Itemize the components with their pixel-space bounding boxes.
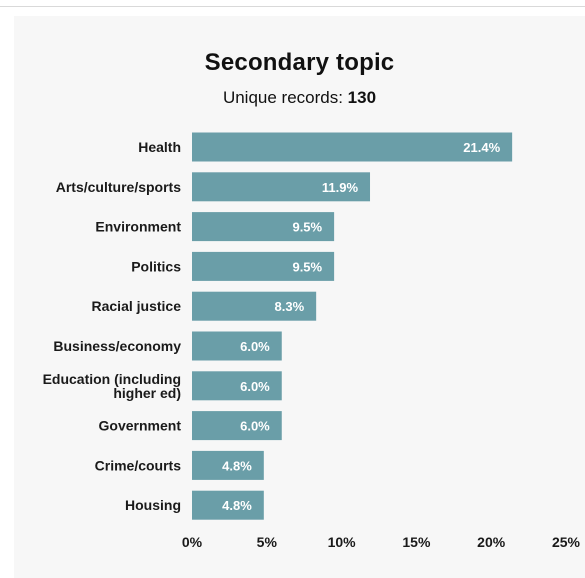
x-tick-label-4: 20% [477, 534, 506, 550]
category-label-7: Government [99, 418, 182, 434]
bar-0 [192, 132, 513, 162]
value-label-4: 8.3% [275, 299, 305, 314]
category-label-9: Housing [125, 497, 181, 513]
x-tick-label-5: 25% [552, 534, 581, 550]
subtitle-label: Unique records: [222, 88, 348, 107]
category-label-0: Health [138, 139, 181, 155]
chart-title: Secondary topic [204, 49, 395, 76]
x-tick-label-0: 0% [182, 534, 203, 550]
record-count: 130 [347, 88, 377, 107]
bar-7 [192, 411, 282, 441]
category-label-8: Crime/courts [95, 457, 182, 473]
chart-panel: Secondary topic Unique records: 130 21.4… [14, 16, 585, 578]
value-label-2: 9.5% [292, 220, 322, 235]
bar-4 [192, 291, 317, 321]
value-label-9: 4.8% [222, 498, 252, 513]
category-label-4: Racial justice [92, 298, 182, 314]
value-label-8: 4.8% [222, 458, 252, 473]
category-label-2: Environment [95, 219, 181, 235]
category-label-1: Arts/culture/sports [56, 179, 181, 195]
bar-chart: 21.4% Health 11.9% Arts/culture/sports 9.5% E… [43, 132, 581, 550]
x-tick-label-1: 5% [257, 534, 278, 550]
value-label-5: 6.0% [240, 339, 270, 354]
x-tick-label-3: 15% [402, 534, 431, 550]
bar-5 [192, 331, 282, 361]
value-label-7: 6.0% [240, 419, 270, 434]
bar-3 [192, 251, 335, 281]
bar-8 [192, 450, 264, 480]
value-label-0: 21.4% [463, 140, 500, 155]
category-label-6: Education (including higher ed) [43, 371, 181, 401]
bar-1 [192, 172, 371, 202]
category-label-3: Politics [131, 258, 181, 274]
bar-2 [192, 212, 335, 242]
value-label-6: 6.0% [240, 379, 270, 394]
top-divider [0, 6, 585, 7]
bar-6 [192, 371, 282, 401]
bar-9 [192, 490, 264, 520]
value-label-3: 9.5% [292, 259, 322, 274]
x-tick-label-2: 10% [328, 534, 357, 550]
chart-subtitle: Unique records: 130 [14, 88, 585, 108]
value-label-1: 11.9% [322, 180, 359, 195]
category-label-5: Business/economy [53, 338, 181, 354]
